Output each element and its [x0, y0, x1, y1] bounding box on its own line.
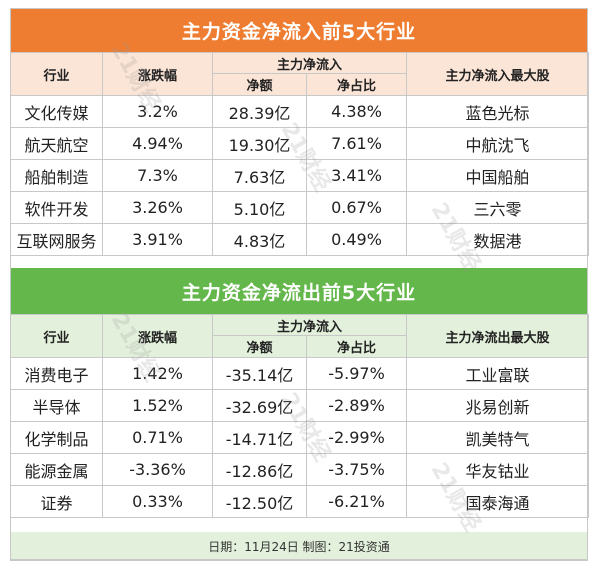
stock-cell: 中国船舶	[406, 159, 590, 192]
stock-cell: 华友钴业	[406, 453, 590, 486]
header-net-ratio: 净占比	[305, 73, 408, 96]
change-cell: 1.42%	[102, 357, 213, 390]
amount-cell: -12.50亿	[212, 485, 307, 518]
footer-credit: 日期：11月24日 制图：21投资通	[10, 532, 588, 561]
stock-cell: 工业富联	[406, 357, 590, 390]
amount-cell: 5.10亿	[212, 191, 307, 224]
amount-cell: -32.69亿	[212, 389, 307, 422]
stock-cell: 三六零	[406, 191, 590, 224]
amount-cell: -14.71亿	[212, 421, 307, 454]
ratio-cell: 0.67%	[305, 191, 408, 224]
header-top-stock: 主力净流入最大股	[406, 52, 590, 96]
industry-cell: 消费电子	[10, 357, 103, 390]
change-cell: 3.26%	[102, 191, 213, 224]
outflow-table: 行业 涨跌幅 主力净流入 主力净流出最大股 净额 净占比 消费电子 1.42% …	[10, 314, 590, 518]
change-cell: 0.71%	[102, 421, 213, 454]
industry-cell: 文化传媒	[10, 95, 103, 128]
ratio-cell: 7.61%	[305, 127, 408, 160]
stock-cell: 凯美特气	[406, 421, 590, 454]
industry-cell: 互联网服务	[10, 223, 103, 256]
change-cell: 7.3%	[102, 159, 213, 192]
ratio-cell: -5.97%	[305, 357, 408, 390]
change-cell: 1.52%	[102, 389, 213, 422]
change-cell: 4.94%	[102, 127, 213, 160]
ratio-cell: 0.49%	[305, 223, 408, 256]
header-main-flow: 主力净流入	[211, 52, 408, 74]
outflow-title: 主力资金净流出前5大行业	[10, 268, 588, 314]
table-row: 能源金属 -3.36% -12.86亿 -3.75% 华友钴业	[10, 453, 590, 486]
industry-cell: 船舶制造	[10, 159, 103, 192]
table-row: 航天航空 4.94% 19.30亿 7.61% 中航沈飞	[10, 127, 590, 160]
stock-cell: 国泰海通	[406, 485, 590, 518]
table-row: 半导体 1.52% -32.69亿 -2.89% 兆易创新	[10, 389, 590, 422]
amount-cell: 28.39亿	[212, 95, 307, 128]
header-main-flow: 主力净流入	[211, 314, 408, 336]
industry-cell: 航天航空	[10, 127, 103, 160]
header-net-ratio: 净占比	[305, 335, 408, 358]
amount-cell: 19.30亿	[212, 127, 307, 160]
inflow-title: 主力资金净流入前5大行业	[10, 8, 588, 52]
table-row: 船舶制造 7.3% 7.63亿 3.41% 中国船舶	[10, 159, 590, 192]
stock-cell: 蓝色光标	[406, 95, 590, 128]
table-row: 消费电子 1.42% -35.14亿 -5.97% 工业富联	[10, 357, 590, 390]
change-cell: 3.2%	[102, 95, 213, 128]
industry-cell: 证券	[10, 485, 103, 518]
amount-cell: 7.63亿	[212, 159, 307, 192]
amount-cell: 4.83亿	[212, 223, 307, 256]
change-cell: -3.36%	[102, 453, 213, 486]
header-net-amount: 净额	[212, 73, 307, 96]
ratio-cell: -6.21%	[305, 485, 408, 518]
header-industry: 行业	[10, 52, 103, 96]
header-net-amount: 净额	[212, 335, 307, 358]
industry-cell: 半导体	[10, 389, 103, 422]
ratio-cell: 3.41%	[305, 159, 408, 192]
industry-cell: 化学制品	[10, 421, 103, 454]
industry-cell: 软件开发	[10, 191, 103, 224]
ratio-cell: -3.75%	[305, 453, 408, 486]
table-row: 互联网服务 3.91% 4.83亿 0.49% 数据港	[10, 223, 590, 256]
amount-cell: -12.86亿	[212, 453, 307, 486]
header-change: 涨跌幅	[102, 52, 213, 96]
change-cell: 3.91%	[102, 223, 213, 256]
stock-cell: 数据港	[406, 223, 590, 256]
table-row: 化学制品 0.71% -14.71亿 -2.99% 凯美特气	[10, 421, 590, 454]
ratio-cell: -2.99%	[305, 421, 408, 454]
stock-cell: 中航沈飞	[406, 127, 590, 160]
header-industry: 行业	[10, 314, 103, 358]
industry-cell: 能源金属	[10, 453, 103, 486]
ratio-cell: -2.89%	[305, 389, 408, 422]
ratio-cell: 4.38%	[305, 95, 408, 128]
change-cell: 0.33%	[102, 485, 213, 518]
table-row: 软件开发 3.26% 5.10亿 0.67% 三六零	[10, 191, 590, 224]
table-row: 证券 0.33% -12.50亿 -6.21% 国泰海通	[10, 485, 590, 518]
stock-cell: 兆易创新	[406, 389, 590, 422]
inflow-table: 行业 涨跌幅 主力净流入 主力净流入最大股 净额 净占比 文化传媒 3.2% 2…	[10, 52, 590, 256]
amount-cell: -35.14亿	[212, 357, 307, 390]
header-change: 涨跌幅	[102, 314, 213, 358]
table-row: 文化传媒 3.2% 28.39亿 4.38% 蓝色光标	[10, 95, 590, 128]
header-top-stock: 主力净流出最大股	[406, 314, 590, 358]
